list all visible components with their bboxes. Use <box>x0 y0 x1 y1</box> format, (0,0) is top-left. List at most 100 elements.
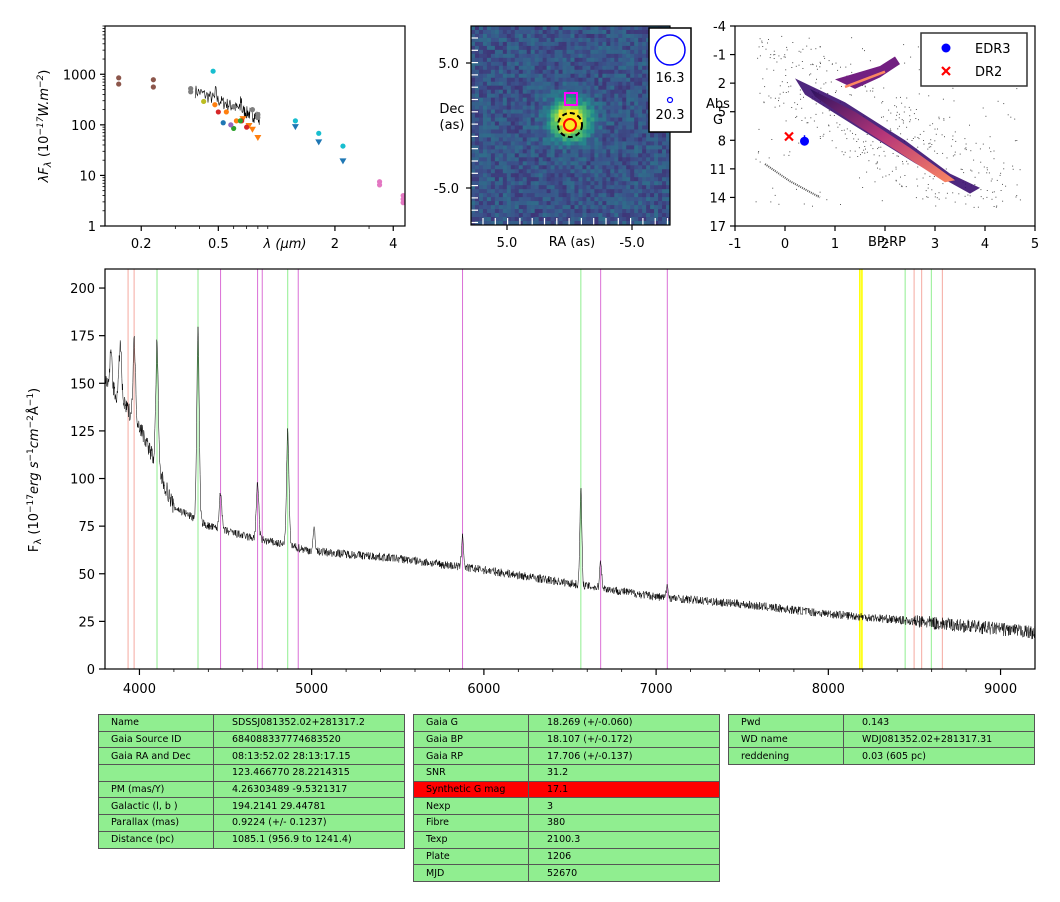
image-pixel <box>566 101 571 107</box>
image-pixel <box>530 129 536 134</box>
image-pixel <box>638 217 643 222</box>
hr-field-star <box>786 49 788 51</box>
image-pixel <box>630 145 635 150</box>
image-pixel <box>622 109 627 115</box>
image-pixel <box>606 69 611 75</box>
image-pixel <box>602 33 607 39</box>
image-pixel <box>518 157 524 162</box>
image-pixel <box>498 137 504 142</box>
image-pixel <box>562 209 568 214</box>
image-pixel <box>498 29 504 35</box>
image-pixel <box>586 26 591 31</box>
hr-field-star <box>877 148 879 150</box>
image-pixel <box>638 133 643 138</box>
image-pixel <box>474 193 480 198</box>
image-pixel <box>598 213 603 218</box>
table-key: MJD <box>413 864 529 882</box>
image-pixel <box>526 109 532 115</box>
image-pixel <box>554 153 560 158</box>
image-pixel <box>618 125 623 130</box>
sed-y-tick-label: 100 <box>71 119 96 134</box>
image-pixel <box>566 169 571 174</box>
image-pixel <box>606 33 611 39</box>
image-pixel <box>502 201 508 206</box>
sed-point <box>376 182 383 188</box>
image-pixel <box>482 165 488 170</box>
hr-field-star <box>895 119 897 121</box>
image-pixel <box>578 117 583 123</box>
image-pixel <box>586 97 591 103</box>
image-pixel <box>562 73 568 79</box>
hr-field-star <box>822 135 824 137</box>
spectrum-y-tick-label: 200 <box>70 282 95 297</box>
image-pixel <box>478 41 484 47</box>
image-pixel <box>486 105 492 111</box>
image-pixel <box>582 209 587 214</box>
image-pixel <box>614 137 619 142</box>
hr-field-star <box>964 148 966 150</box>
hr-field-star <box>930 139 932 141</box>
image-pixel <box>578 73 583 79</box>
image-pixel <box>634 77 639 83</box>
image-pixel <box>534 201 540 206</box>
image-pixel <box>506 125 512 130</box>
image-pixel <box>526 117 532 123</box>
image-pixel <box>562 161 568 166</box>
image-pixel <box>566 177 571 182</box>
hr-field-star <box>799 89 801 91</box>
image-pixel <box>614 133 619 138</box>
image-pixel <box>602 185 607 190</box>
image-pixel <box>614 169 619 174</box>
image-pixel <box>530 93 536 99</box>
image-pixel <box>486 173 492 178</box>
image-pixel <box>642 29 647 35</box>
image-pixel <box>518 205 524 210</box>
image-pixel <box>574 161 579 166</box>
image-pixel <box>582 201 587 206</box>
image-pixel <box>630 161 635 166</box>
image-pixel <box>594 113 599 119</box>
image-pixel <box>614 33 619 39</box>
image-pixel <box>506 29 512 35</box>
image-pixel <box>570 41 575 47</box>
image-pixel <box>574 153 579 158</box>
table-row: Texp 2100.3 <box>413 830 720 849</box>
hr-field-star <box>979 148 981 150</box>
hr-field-star <box>982 198 984 200</box>
image-pixel <box>654 201 659 206</box>
image-pixel <box>558 213 564 218</box>
image-pixel <box>618 161 623 166</box>
image-pixel <box>626 161 631 166</box>
image-pixel <box>546 105 552 111</box>
image-pixel <box>622 113 627 119</box>
hr-field-star <box>965 147 967 149</box>
image-pixel <box>522 69 528 75</box>
image-pixel <box>598 93 603 99</box>
image-pixel <box>530 193 536 198</box>
image-pixel <box>578 69 583 75</box>
image-pixel <box>514 161 520 166</box>
hr-field-star <box>995 206 997 208</box>
image-pixel <box>494 77 500 83</box>
image-pixel <box>606 177 611 182</box>
image-pixel <box>626 69 631 75</box>
image-pixel <box>618 41 623 47</box>
image-pixel <box>538 137 544 142</box>
image-pixel <box>546 101 552 107</box>
image-pixel <box>614 26 619 31</box>
image-pixel <box>622 217 627 222</box>
image-pixel <box>558 53 564 59</box>
image-pixel <box>522 89 528 95</box>
image-pixel <box>502 189 508 194</box>
image-pixel <box>566 161 571 166</box>
image-pixel <box>606 169 611 174</box>
table-value: 4.26303489 -9.5321317 <box>213 780 405 799</box>
image-pixel <box>666 185 670 190</box>
hr-field-star <box>918 93 920 95</box>
hr-field-star <box>844 151 846 153</box>
image-pixel <box>490 29 496 35</box>
image-pixel <box>478 185 484 190</box>
image-pixel <box>566 209 571 214</box>
image-pixel <box>558 73 564 79</box>
image-pixel <box>494 93 500 99</box>
